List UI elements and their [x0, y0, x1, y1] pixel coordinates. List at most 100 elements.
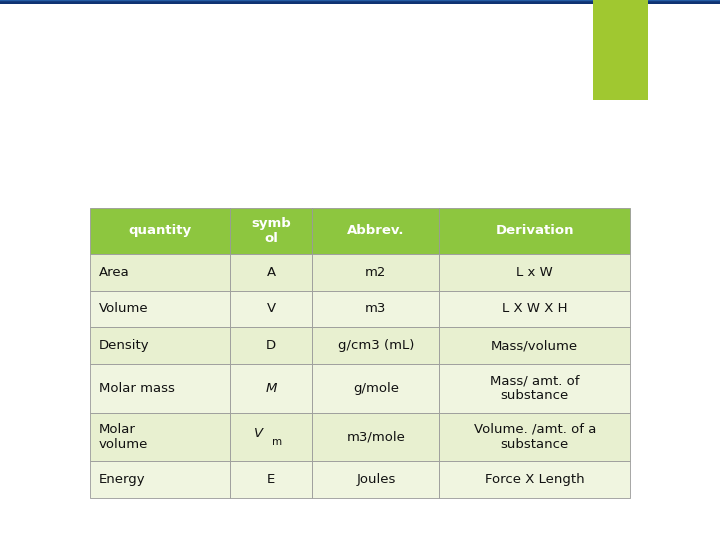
- Bar: [0, 1, 720, 2]
- Bar: [0, 0, 720, 2]
- Bar: [0, 1, 720, 3]
- Bar: [0, 1, 720, 3]
- Bar: [0, 0, 720, 2]
- Bar: [0, 2, 720, 3]
- Bar: [0, 1, 720, 3]
- Text: Density: Density: [99, 339, 149, 352]
- Bar: [0, 1, 720, 2]
- Bar: [0, 1, 720, 2]
- Bar: [312, 208, 439, 254]
- Bar: [0, 1, 720, 3]
- Bar: [0, 1, 720, 2]
- Bar: [0, 2, 720, 3]
- Bar: [0, 0, 720, 2]
- Bar: [0, 1, 720, 2]
- Bar: [0, 2, 720, 3]
- Bar: [0, 2, 720, 3]
- Text: Area: Area: [99, 266, 130, 279]
- Text: symb
ol: symb ol: [251, 217, 291, 245]
- Bar: [0, 1, 720, 3]
- Bar: [0, 2, 720, 3]
- Bar: [0, 1, 720, 3]
- Bar: [0, 2, 720, 4]
- Bar: [0, 1, 720, 3]
- Bar: [0, 0, 720, 2]
- Bar: [0, 1, 720, 3]
- Bar: [0, 1, 720, 3]
- Bar: [0, 2, 720, 4]
- Bar: [0, 0, 720, 2]
- Bar: [0, 1, 720, 2]
- Bar: [0, 2, 720, 3]
- Bar: [0, 1, 720, 3]
- Bar: [0, 1, 720, 3]
- Bar: [0, 1, 720, 3]
- Bar: [0, 2, 720, 3]
- Bar: [0, 2, 720, 3]
- Bar: [0, 1, 720, 3]
- Bar: [0, 2, 720, 4]
- Bar: [0, 1, 720, 3]
- Bar: [0, 1, 720, 3]
- Text: L X W X H: L X W X H: [502, 302, 567, 315]
- Bar: [0, 1, 720, 3]
- Bar: [0, 2, 720, 3]
- Bar: [0, 1, 720, 2]
- Bar: [0, 1, 720, 3]
- Bar: [0, 1, 720, 3]
- Bar: [0, 1, 720, 3]
- Bar: [0, 1, 720, 3]
- Bar: [0, 0, 720, 2]
- Bar: [0, 1, 720, 3]
- Bar: [0, 1, 720, 3]
- Bar: [0, 2, 720, 3]
- Bar: [0, 0, 720, 2]
- Bar: [0, 0, 720, 2]
- Bar: [439, 291, 630, 327]
- Bar: [0, 1, 720, 3]
- Bar: [0, 1, 720, 3]
- Bar: [0, 1, 720, 2]
- Text: Energy: Energy: [99, 473, 145, 486]
- Bar: [0, 1, 720, 3]
- Bar: [0, 2, 720, 3]
- Bar: [312, 413, 439, 461]
- Bar: [0, 1, 720, 3]
- Bar: [0, 1, 720, 3]
- Bar: [0, 1, 720, 3]
- Bar: [0, 1, 720, 3]
- Bar: [0, 2, 720, 3]
- Text: Mass/volume: Mass/volume: [491, 339, 578, 352]
- Bar: [0, 0, 720, 2]
- Bar: [0, 2, 720, 3]
- Text: m3/mole: m3/mole: [346, 430, 405, 443]
- Bar: [90, 364, 230, 413]
- Bar: [0, 1, 720, 3]
- Bar: [0, 2, 720, 3]
- Bar: [0, 1, 720, 2]
- Text: V: V: [253, 427, 263, 440]
- Bar: [0, 2, 720, 4]
- Bar: [0, 1, 720, 2]
- Bar: [0, 2, 720, 3]
- Bar: [90, 413, 230, 461]
- Bar: [0, 2, 720, 4]
- Bar: [439, 254, 630, 291]
- Bar: [0, 2, 720, 4]
- Bar: [0, 1, 720, 3]
- Bar: [0, 0, 720, 2]
- Bar: [0, 1, 720, 2]
- Bar: [0, 0, 720, 2]
- Bar: [0, 2, 720, 3]
- Bar: [0, 1, 720, 3]
- Bar: [0, 1, 720, 2]
- Bar: [0, 1, 720, 3]
- Bar: [0, 1, 720, 2]
- Bar: [0, 1, 720, 3]
- Bar: [0, 2, 720, 3]
- Bar: [0, 1, 720, 3]
- Bar: [0, 0, 720, 2]
- Bar: [0, 1, 720, 2]
- Bar: [0, 1, 720, 3]
- Text: A: A: [266, 266, 276, 279]
